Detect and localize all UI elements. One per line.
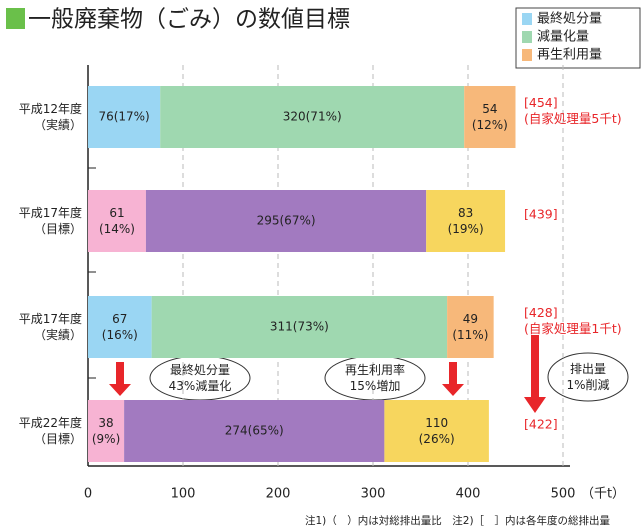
bar-segment (145, 190, 427, 252)
bar-segment (124, 400, 385, 462)
legend-label: 再生利用量 (537, 48, 602, 63)
legend (515, 7, 641, 69)
total-label: [454] (自家処理量5千t) (524, 95, 622, 126)
legend-label: 最終処分量 (537, 11, 602, 27)
bar-segment (447, 296, 494, 358)
value-label: 67 (16%) (102, 312, 138, 342)
title-marker (6, 8, 25, 29)
callout-text: 排出量 1%削減 (566, 362, 609, 392)
bar-segment (88, 86, 161, 148)
callout-text: 最終処分量 43%減量化 (169, 362, 232, 393)
bar-segment (464, 86, 516, 148)
arrow (109, 362, 131, 396)
bar-segment (88, 296, 152, 358)
total-label: [428] (自家処理量1千t) (524, 305, 622, 336)
legend-swatch (522, 13, 532, 25)
bar-segment (151, 296, 448, 358)
value-label: 38 (9%) (92, 416, 120, 446)
category-label: 平成17年度（目標） (19, 205, 82, 236)
bar-segment (88, 190, 146, 252)
category-label: 平成12年度（実績） (19, 101, 82, 132)
total-label: [439] (524, 207, 558, 222)
value-label: 61 (14%) (99, 206, 135, 236)
callout-bubble (547, 352, 629, 402)
x-tick-label: 300 (361, 487, 386, 502)
bar-segment (160, 86, 465, 148)
category-label: 平成17年度（実績） (19, 311, 82, 342)
value-label: 320(71%) (283, 110, 342, 124)
value-label: 311(73%) (270, 320, 329, 334)
x-tick-label: 500 (551, 487, 576, 502)
x-tick-label: 0 (84, 487, 92, 502)
value-label: 76(17%) (98, 110, 149, 124)
value-label: 83 (19%) (448, 206, 484, 236)
bar-segment (88, 400, 125, 462)
arrow (442, 362, 464, 396)
x-tick-label: 100 (171, 487, 196, 502)
value-label: 110 (26%) (419, 416, 455, 446)
arrow (524, 335, 546, 413)
total-label: [422] (524, 417, 558, 432)
category-label: 平成22年度（目標） (19, 415, 82, 446)
callout-text: 再生利用率 15%増加 (345, 362, 405, 393)
value-label: 49 (11%) (452, 312, 488, 342)
value-label: 295(67%) (257, 214, 316, 228)
legend-swatch (522, 49, 532, 61)
footnote: 注1)（ ）内は対総排出量比 注2)［ ］内は各年度の総排出量 (305, 514, 611, 527)
x-tick-label: 200 (266, 487, 291, 502)
bar-segment (384, 400, 489, 462)
value-label: 54 (12%) (472, 102, 508, 132)
value-label: 274(65%) (225, 424, 284, 438)
bar-segment (426, 190, 506, 252)
x-tick-label: 400 (456, 487, 481, 502)
arrows (109, 335, 546, 413)
x-unit: （千t） (581, 487, 625, 502)
chart-title: 一般廃棄物（ごみ）の数値目標 (28, 7, 350, 33)
legend-swatch (522, 31, 532, 43)
legend-label: 減量化量 (537, 29, 589, 45)
